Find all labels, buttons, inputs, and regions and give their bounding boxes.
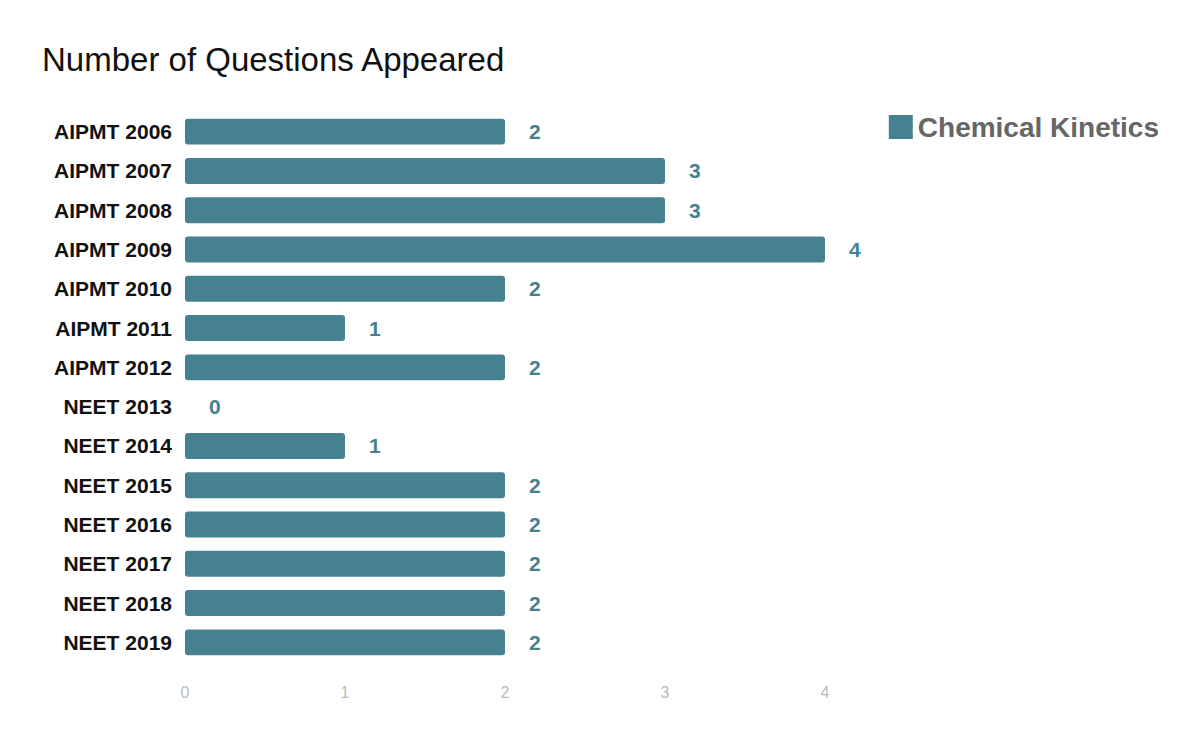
svg-text:3: 3 <box>661 684 670 701</box>
svg-text:Number of Questions Appeared: Number of Questions Appeared <box>42 41 504 78</box>
svg-text:2: 2 <box>529 513 541 536</box>
svg-text:NEET 2013: NEET 2013 <box>63 395 172 418</box>
svg-text:NEET 2019: NEET 2019 <box>63 631 172 654</box>
svg-text:NEET 2017: NEET 2017 <box>63 552 172 575</box>
svg-text:2: 2 <box>529 631 541 654</box>
svg-text:NEET 2018: NEET 2018 <box>63 592 172 615</box>
svg-text:AIPMT 2006: AIPMT 2006 <box>54 120 172 143</box>
svg-text:4: 4 <box>821 684 830 701</box>
svg-text:0: 0 <box>209 395 221 418</box>
svg-text:AIPMT 2007: AIPMT 2007 <box>54 159 172 182</box>
svg-text:1: 1 <box>369 317 381 340</box>
svg-text:2: 2 <box>529 120 541 143</box>
svg-text:AIPMT 2010: AIPMT 2010 <box>54 277 172 300</box>
svg-text:3: 3 <box>689 199 701 222</box>
svg-text:Chemical Kinetics: Chemical Kinetics <box>918 112 1159 143</box>
svg-text:2: 2 <box>529 592 541 615</box>
svg-text:1: 1 <box>341 684 350 701</box>
svg-text:NEET 2015: NEET 2015 <box>63 474 172 497</box>
svg-text:NEET 2014: NEET 2014 <box>63 434 172 457</box>
svg-text:AIPMT 2009: AIPMT 2009 <box>54 238 172 261</box>
svg-text:4: 4 <box>849 238 861 261</box>
svg-text:AIPMT 2011: AIPMT 2011 <box>55 317 172 340</box>
svg-text:AIPMT 2012: AIPMT 2012 <box>54 356 172 379</box>
svg-text:3: 3 <box>689 159 701 182</box>
svg-text:2: 2 <box>529 474 541 497</box>
svg-text:2: 2 <box>501 684 510 701</box>
svg-text:2: 2 <box>529 552 541 575</box>
svg-text:0: 0 <box>181 684 190 701</box>
svg-text:2: 2 <box>529 277 541 300</box>
svg-text:AIPMT 2008: AIPMT 2008 <box>54 199 172 222</box>
svg-text:2: 2 <box>529 356 541 379</box>
svg-text:1: 1 <box>369 434 381 457</box>
svg-text:NEET 2016: NEET 2016 <box>63 513 172 536</box>
